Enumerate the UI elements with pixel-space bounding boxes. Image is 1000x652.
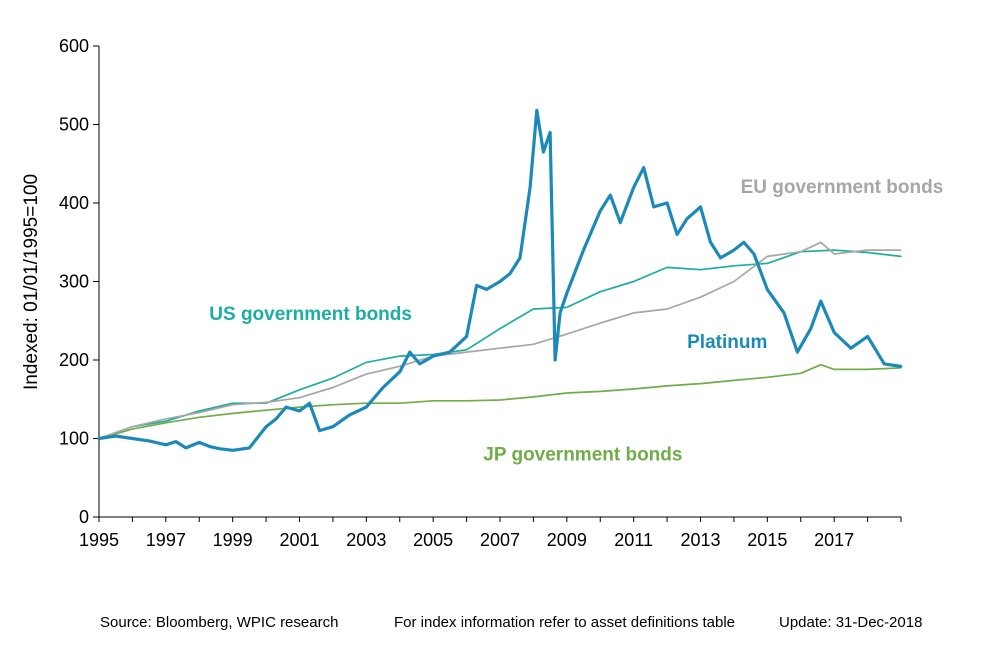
series-group: [97, 108, 903, 452]
footer-info: For index information refer to asset def…: [394, 614, 736, 631]
y-tick-label: 600: [59, 36, 89, 56]
y-tick-label: 400: [59, 193, 89, 213]
footer-source: Source: Bloomberg, WPIC research: [100, 614, 339, 631]
x-tick-label: 1995: [79, 530, 119, 550]
y-tick-label: 300: [59, 272, 89, 292]
y-tick-label: 100: [59, 429, 89, 449]
y-tick-label: 500: [59, 115, 89, 135]
y-axis-label: Indexed: 01/01/1995=100: [21, 174, 42, 390]
x-tick-label: 2001: [279, 530, 319, 550]
x-tick-label: 2009: [547, 530, 587, 550]
x-tick-label: 2007: [480, 530, 520, 550]
series-label-eu-government-bonds: EU government bonds: [741, 177, 944, 198]
x-tick-label: 1999: [213, 530, 253, 550]
series-line-jp-government-bonds: [98, 363, 902, 440]
x-tick-label: 1997: [146, 530, 186, 550]
series-line-platinum: [97, 108, 903, 452]
series-label-jp-government-bonds: JP government bonds: [483, 444, 682, 465]
x-tick-label: 2013: [680, 530, 720, 550]
series-label-platinum: Platinum: [687, 332, 767, 353]
series-line-eu-government-bonds: [98, 241, 902, 440]
series-label-us-government-bonds: US government bonds: [209, 304, 412, 325]
footer-update: Update: 31-Dec-2018: [779, 614, 923, 631]
x-tick-label: 2003: [346, 530, 386, 550]
x-tick-label: 2017: [814, 530, 854, 550]
series-labels: JP government bonds US government bonds EU…: [209, 177, 943, 466]
x-tick-label: 2015: [747, 530, 787, 550]
series-line-us-government-bonds: [98, 249, 902, 440]
y-tick-label: 200: [59, 350, 89, 370]
y-axis-ticks: 0 100 200 300 400 500 600: [59, 36, 99, 527]
x-tick-label: 2005: [413, 530, 453, 550]
x-axis-ticks: 1995 1997 1999 2001 2003 2005 2007 2009 2011 2013…: [79, 517, 902, 550]
y-tick-label: 0: [79, 507, 89, 527]
x-tick-label: 2011: [614, 530, 653, 550]
